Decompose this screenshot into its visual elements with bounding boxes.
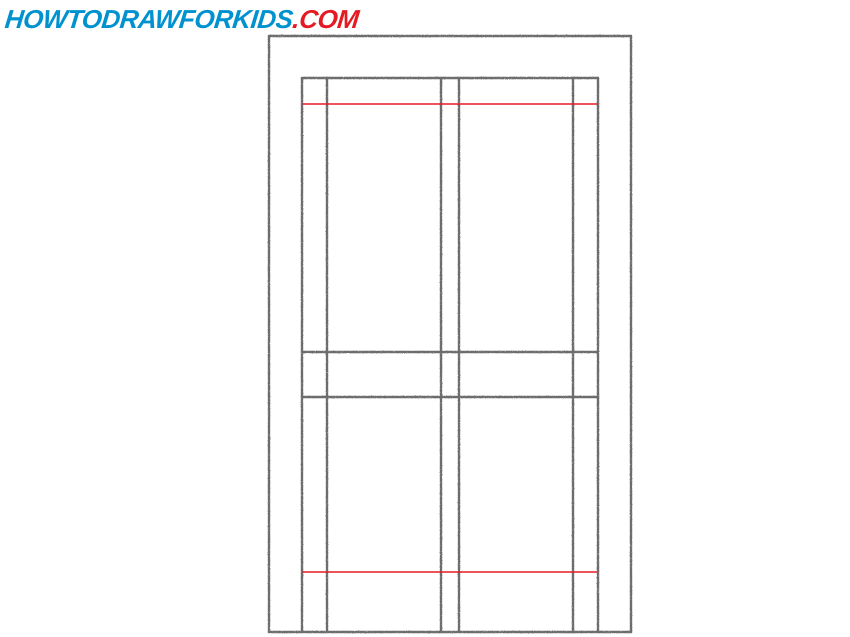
drawing-canvas (0, 0, 850, 637)
pencil-lines (269, 36, 631, 632)
